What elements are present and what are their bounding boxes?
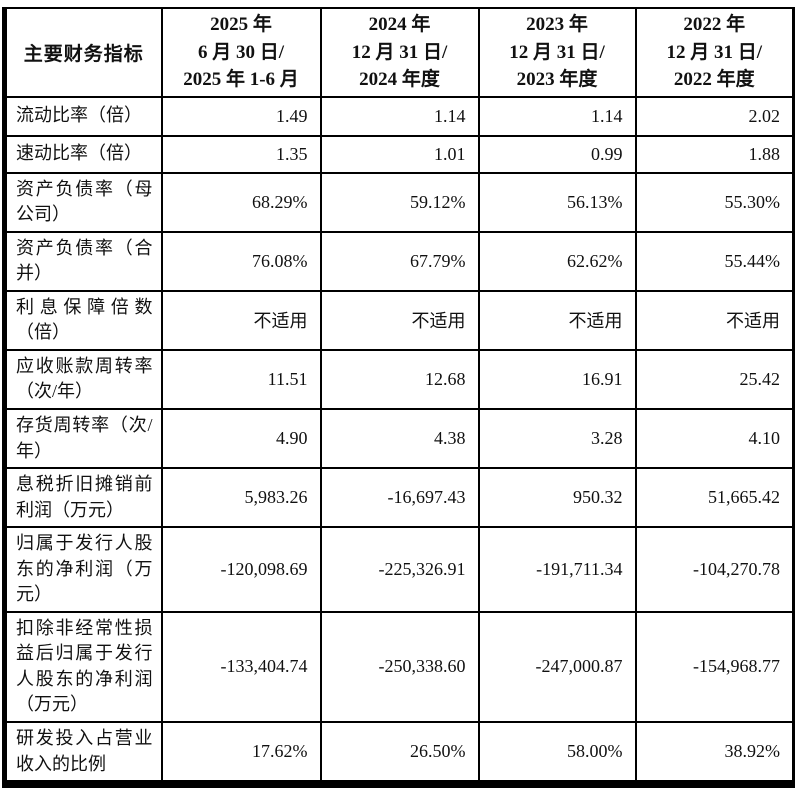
value-cell: 68.29%	[160, 171, 322, 233]
row-label: 息税折旧摊销前利润（万元）	[3, 467, 163, 529]
value-cell: -225,326.91	[319, 526, 480, 613]
value-cell: 1.14	[477, 95, 637, 137]
value-cell: 不适用	[634, 289, 795, 351]
value-cell: 2.02	[634, 95, 795, 137]
value-cell: 11.51	[160, 348, 322, 411]
row-label: 应收账款周转率（次/年）	[3, 348, 163, 411]
value-cell: 1.01	[319, 134, 480, 174]
period-line: 12 月 31 日/	[666, 41, 763, 63]
value-cell: 25.42	[634, 348, 795, 411]
period-line: 2025 年	[210, 14, 272, 35]
value-cell: 16.91	[477, 348, 637, 411]
period-line: 2022 年	[683, 14, 746, 35]
value-cell: 56.13%	[477, 171, 637, 233]
value-cell: 58.00%	[477, 721, 637, 786]
value-cell: 1.49	[160, 95, 322, 137]
period-line: 2025 年 1-6 月	[183, 69, 299, 91]
table-row-inventory-turnover: 存货周转率（次/年） 4.90 4.38 3.28 4.10	[3, 408, 795, 470]
table-row-current-ratio: 流动比率（倍） 1.49 1.14 1.14 2.02	[3, 95, 795, 137]
value-cell: 4.90	[160, 408, 322, 470]
table-row-ebitda: 息税折旧摊销前利润（万元） 5,983.26 -16,697.43 950.32…	[3, 467, 795, 529]
row-label: 资产负债率（母公司）	[3, 171, 163, 233]
value-cell: -16,697.43	[319, 467, 480, 529]
value-cell: -104,270.78	[634, 526, 795, 613]
table-row-receivables-turnover: 应收账款周转率（次/年） 11.51 12.68 16.91 25.42	[3, 348, 795, 411]
period-line: 2023 年	[526, 14, 588, 35]
value-cell: 950.32	[477, 467, 637, 529]
table-row-debt-ratio-consolidated: 资产负债率（合并） 76.08% 67.79% 62.62% 55.44%	[3, 230, 795, 292]
value-cell: -247,000.87	[477, 610, 637, 724]
value-cell: 1.14	[319, 95, 480, 137]
period-line: 2024 年	[368, 14, 431, 35]
value-cell: 26.50%	[319, 721, 480, 786]
value-cell: 51,665.42	[634, 467, 795, 529]
period-line: 2022 年度	[673, 69, 755, 91]
period-column-header-2022: 2022 年 12 月 31 日/ 2022 年度	[634, 7, 795, 98]
period-line: 6 月 30 日/	[197, 41, 285, 63]
value-cell: 3.28	[477, 408, 637, 470]
row-label: 速动比率（倍）	[3, 134, 163, 174]
financial-indicators-table: 主要财务指标 2025 年 6 月 30 日/ 2025 年 1-6 月 202…	[2, 7, 795, 788]
value-cell: 55.30%	[634, 171, 795, 233]
table-row-interest-coverage: 利息保障倍数（倍） 不适用 不适用 不适用 不适用	[3, 289, 795, 351]
value-cell: 1.35	[160, 134, 322, 174]
table-row-net-profit-attributable: 归属于发行人股东的净利润（万元） -120,098.69 -225,326.91…	[3, 526, 795, 613]
period-column-header-2024: 2024 年 12 月 31 日/ 2024 年度	[319, 7, 480, 98]
value-cell: 不适用	[477, 289, 637, 351]
period-column-header-2023: 2023 年 12 月 31 日/ 2023 年度	[477, 7, 637, 98]
value-cell: 76.08%	[160, 230, 322, 292]
value-cell: 38.92%	[634, 721, 795, 786]
row-label: 资产负债率（合并）	[3, 230, 163, 292]
row-label: 归属于发行人股东的净利润（万元）	[3, 526, 163, 613]
value-cell: 17.62%	[160, 721, 322, 786]
row-label: 研发投入占营业收入的比例	[3, 721, 163, 786]
value-cell: -120,098.69	[160, 526, 322, 613]
table-row-quick-ratio: 速动比率（倍） 1.35 1.01 0.99 1.88	[3, 134, 795, 174]
value-cell: 59.12%	[319, 171, 480, 233]
value-cell: -250,338.60	[319, 610, 480, 724]
table-row-net-profit-excluding-nonrecurring: 扣除非经常性损益后归属于发行人股东的净利润（万元） -133,404.74 -2…	[3, 610, 795, 724]
table-row-debt-ratio-parent: 资产负债率（母公司） 68.29% 59.12% 56.13% 55.30%	[3, 171, 795, 233]
indicator-column-header: 主要财务指标	[3, 7, 163, 98]
value-cell: 55.44%	[634, 230, 795, 292]
header-row: 主要财务指标 2025 年 6 月 30 日/ 2025 年 1-6 月 202…	[3, 7, 795, 98]
row-label: 流动比率（倍）	[3, 95, 163, 137]
value-cell: 5,983.26	[160, 467, 322, 529]
row-label: 存货周转率（次/年）	[3, 408, 163, 470]
row-label: 扣除非经常性损益后归属于发行人股东的净利润（万元）	[3, 610, 163, 724]
value-cell: 67.79%	[319, 230, 480, 292]
value-cell: 4.38	[319, 408, 480, 470]
value-cell: 62.62%	[477, 230, 637, 292]
value-cell: -154,968.77	[634, 610, 795, 724]
period-line: 2024 年度	[359, 69, 440, 91]
period-line: 2023 年度	[516, 69, 598, 91]
value-cell: 不适用	[319, 289, 480, 351]
value-cell: 不适用	[160, 289, 322, 351]
table-row-rd-expense-ratio: 研发投入占营业收入的比例 17.62% 26.50% 58.00% 38.92%	[3, 721, 795, 786]
value-cell: -191,711.34	[477, 526, 637, 613]
period-line: 12 月 31 日/	[351, 41, 448, 63]
value-cell: 0.99	[477, 134, 637, 174]
period-column-header-2025: 2025 年 6 月 30 日/ 2025 年 1-6 月	[160, 7, 322, 98]
value-cell: 1.88	[634, 134, 795, 174]
period-line: 12 月 31 日/	[509, 41, 605, 63]
row-label: 利息保障倍数（倍）	[3, 289, 163, 351]
value-cell: 12.68	[319, 348, 480, 411]
value-cell: 4.10	[634, 408, 795, 470]
value-cell: -133,404.74	[160, 610, 322, 724]
